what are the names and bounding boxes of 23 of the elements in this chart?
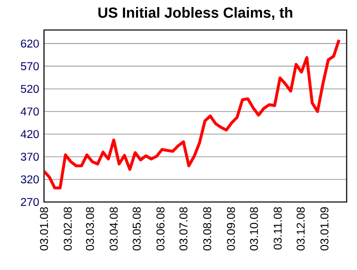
- x-tick-label: 03.12.08: [296, 207, 305, 250]
- x-tick-label: 03.02.08: [64, 207, 72, 250]
- x-tick-label: 03.01.08: [40, 207, 48, 250]
- x-tick-label: 03.01.09: [320, 207, 328, 250]
- y-tick-label: 570: [20, 62, 39, 70]
- y-tick-label: 370: [20, 152, 39, 161]
- x-tick-label: 03.11.08: [274, 207, 282, 250]
- x-tick-label: 03.05.08: [132, 207, 141, 250]
- y-tick-label: 420: [20, 130, 39, 138]
- x-tick-label: 03.08.08: [203, 207, 212, 250]
- y-tick-label: 270: [20, 198, 39, 206]
- x-tick-label: 03.10.08: [250, 207, 258, 250]
- y-tick-label: 520: [20, 84, 39, 93]
- x-tick-label: 03.04.08: [110, 207, 118, 250]
- chart-title: US Initial Jobless Claims, th: [98, 7, 292, 20]
- x-tick-label: 03.09.08: [226, 207, 235, 250]
- line-series: [44, 38, 340, 190]
- y-tick-label: 470: [20, 107, 39, 116]
- x-tick-label: 03.06.08: [156, 207, 164, 250]
- x-tick-label: 03.03.08: [86, 207, 94, 250]
- y-tick-label: 320: [20, 175, 39, 184]
- y-tick-label: 620: [20, 40, 39, 48]
- x-tick-label: 03.07.08: [179, 207, 188, 250]
